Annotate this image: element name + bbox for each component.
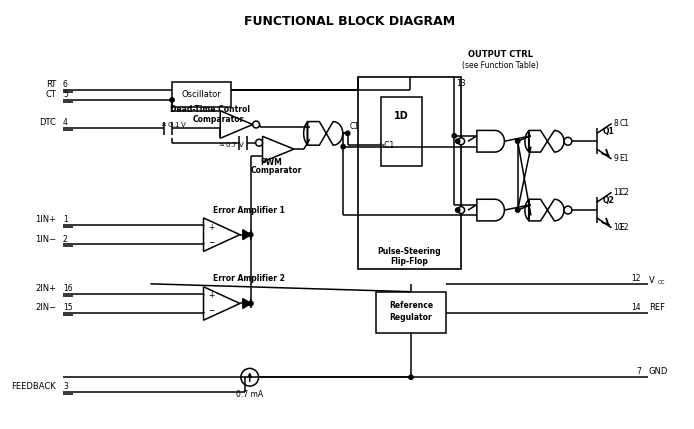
Polygon shape	[525, 130, 564, 152]
Circle shape	[241, 369, 259, 386]
Circle shape	[248, 301, 253, 305]
Text: OUTPUT CTRL: OUTPUT CTRL	[468, 50, 533, 59]
Text: Oscillator: Oscillator	[182, 90, 221, 99]
Text: −: −	[208, 238, 214, 247]
Text: 1D: 1D	[393, 111, 409, 121]
Text: 10: 10	[613, 223, 623, 232]
Text: C1: C1	[620, 119, 629, 128]
Text: Dead-Time Control: Dead-Time Control	[171, 105, 251, 114]
Circle shape	[452, 134, 457, 138]
Text: Regulator: Regulator	[389, 313, 432, 322]
Polygon shape	[477, 199, 505, 221]
Text: $\approx$0.7 V: $\approx$0.7 V	[217, 140, 245, 149]
Text: >C1: >C1	[378, 141, 395, 150]
Text: CT: CT	[45, 90, 56, 99]
Text: V: V	[649, 276, 654, 285]
Text: CC: CC	[658, 280, 666, 285]
Text: Q1: Q1	[602, 127, 614, 136]
Text: 2IN+: 2IN+	[35, 284, 56, 293]
Text: Comparator: Comparator	[192, 115, 244, 124]
Text: (see Function Table): (see Function Table)	[462, 61, 539, 70]
Text: +: +	[208, 223, 214, 232]
Polygon shape	[477, 130, 505, 152]
Circle shape	[170, 98, 174, 102]
Text: GND: GND	[649, 367, 668, 376]
Text: E1: E1	[620, 154, 629, 163]
Polygon shape	[203, 218, 240, 251]
Text: PWM: PWM	[260, 158, 282, 167]
Text: RT: RT	[46, 80, 56, 89]
Text: +: +	[208, 291, 214, 300]
Circle shape	[516, 208, 520, 212]
Circle shape	[346, 131, 350, 136]
Text: Q2: Q2	[602, 196, 614, 205]
Text: −: −	[208, 306, 214, 315]
Text: Pulse-Steering: Pulse-Steering	[378, 247, 441, 256]
Text: DTC: DTC	[39, 118, 56, 127]
Bar	[375, 292, 446, 333]
Circle shape	[409, 375, 413, 379]
Text: 11: 11	[613, 188, 623, 197]
Text: 4: 4	[63, 118, 68, 127]
Text: 6: 6	[63, 80, 68, 89]
Circle shape	[253, 121, 260, 128]
Bar	[172, 82, 231, 107]
Text: FUNCTIONAL BLOCK DIAGRAM: FUNCTIONAL BLOCK DIAGRAM	[244, 15, 455, 28]
Text: 3: 3	[63, 382, 68, 391]
Text: 8: 8	[613, 119, 618, 128]
Text: Reference: Reference	[389, 301, 433, 310]
Text: 12: 12	[632, 274, 641, 283]
Text: Flip-Flop: Flip-Flop	[391, 257, 428, 266]
Text: 14: 14	[632, 303, 641, 312]
Circle shape	[458, 207, 464, 214]
Text: 2IN−: 2IN−	[35, 303, 56, 312]
Text: FEEDBACK: FEEDBACK	[11, 382, 56, 391]
Text: C1: C1	[350, 122, 359, 131]
Polygon shape	[220, 111, 253, 138]
Circle shape	[516, 139, 520, 143]
Text: E2: E2	[620, 223, 629, 232]
Circle shape	[564, 137, 572, 145]
Text: 1IN−: 1IN−	[35, 235, 56, 244]
Circle shape	[455, 139, 460, 143]
Text: 16: 16	[63, 284, 73, 293]
Polygon shape	[304, 121, 343, 145]
Circle shape	[255, 139, 262, 146]
Polygon shape	[525, 199, 564, 221]
Polygon shape	[203, 287, 240, 320]
Text: $\approx$0.1 V: $\approx$0.1 V	[159, 120, 188, 129]
Bar	[380, 97, 422, 166]
Circle shape	[458, 138, 464, 145]
Circle shape	[455, 208, 460, 212]
Polygon shape	[243, 299, 251, 308]
Text: 15: 15	[63, 303, 73, 312]
Text: 9: 9	[613, 154, 618, 163]
Text: C2: C2	[620, 188, 629, 197]
Circle shape	[341, 145, 346, 149]
Text: 5: 5	[63, 90, 68, 99]
Polygon shape	[262, 136, 294, 162]
Text: 1IN+: 1IN+	[35, 215, 56, 224]
Circle shape	[564, 206, 572, 214]
Text: 7: 7	[636, 367, 641, 376]
Bar	[358, 77, 461, 269]
Polygon shape	[243, 230, 251, 239]
Text: 1: 1	[63, 215, 67, 224]
Text: REF: REF	[649, 303, 665, 312]
Text: Comparator: Comparator	[251, 166, 302, 175]
Text: 2: 2	[63, 235, 67, 244]
Circle shape	[248, 233, 253, 237]
Text: Error Amplifier 2: Error Amplifier 2	[213, 275, 285, 284]
Text: Error Amplifier 1: Error Amplifier 1	[213, 205, 285, 214]
Text: 0.7 mA: 0.7 mA	[236, 390, 263, 399]
Circle shape	[248, 301, 253, 305]
Text: 13: 13	[456, 79, 466, 88]
